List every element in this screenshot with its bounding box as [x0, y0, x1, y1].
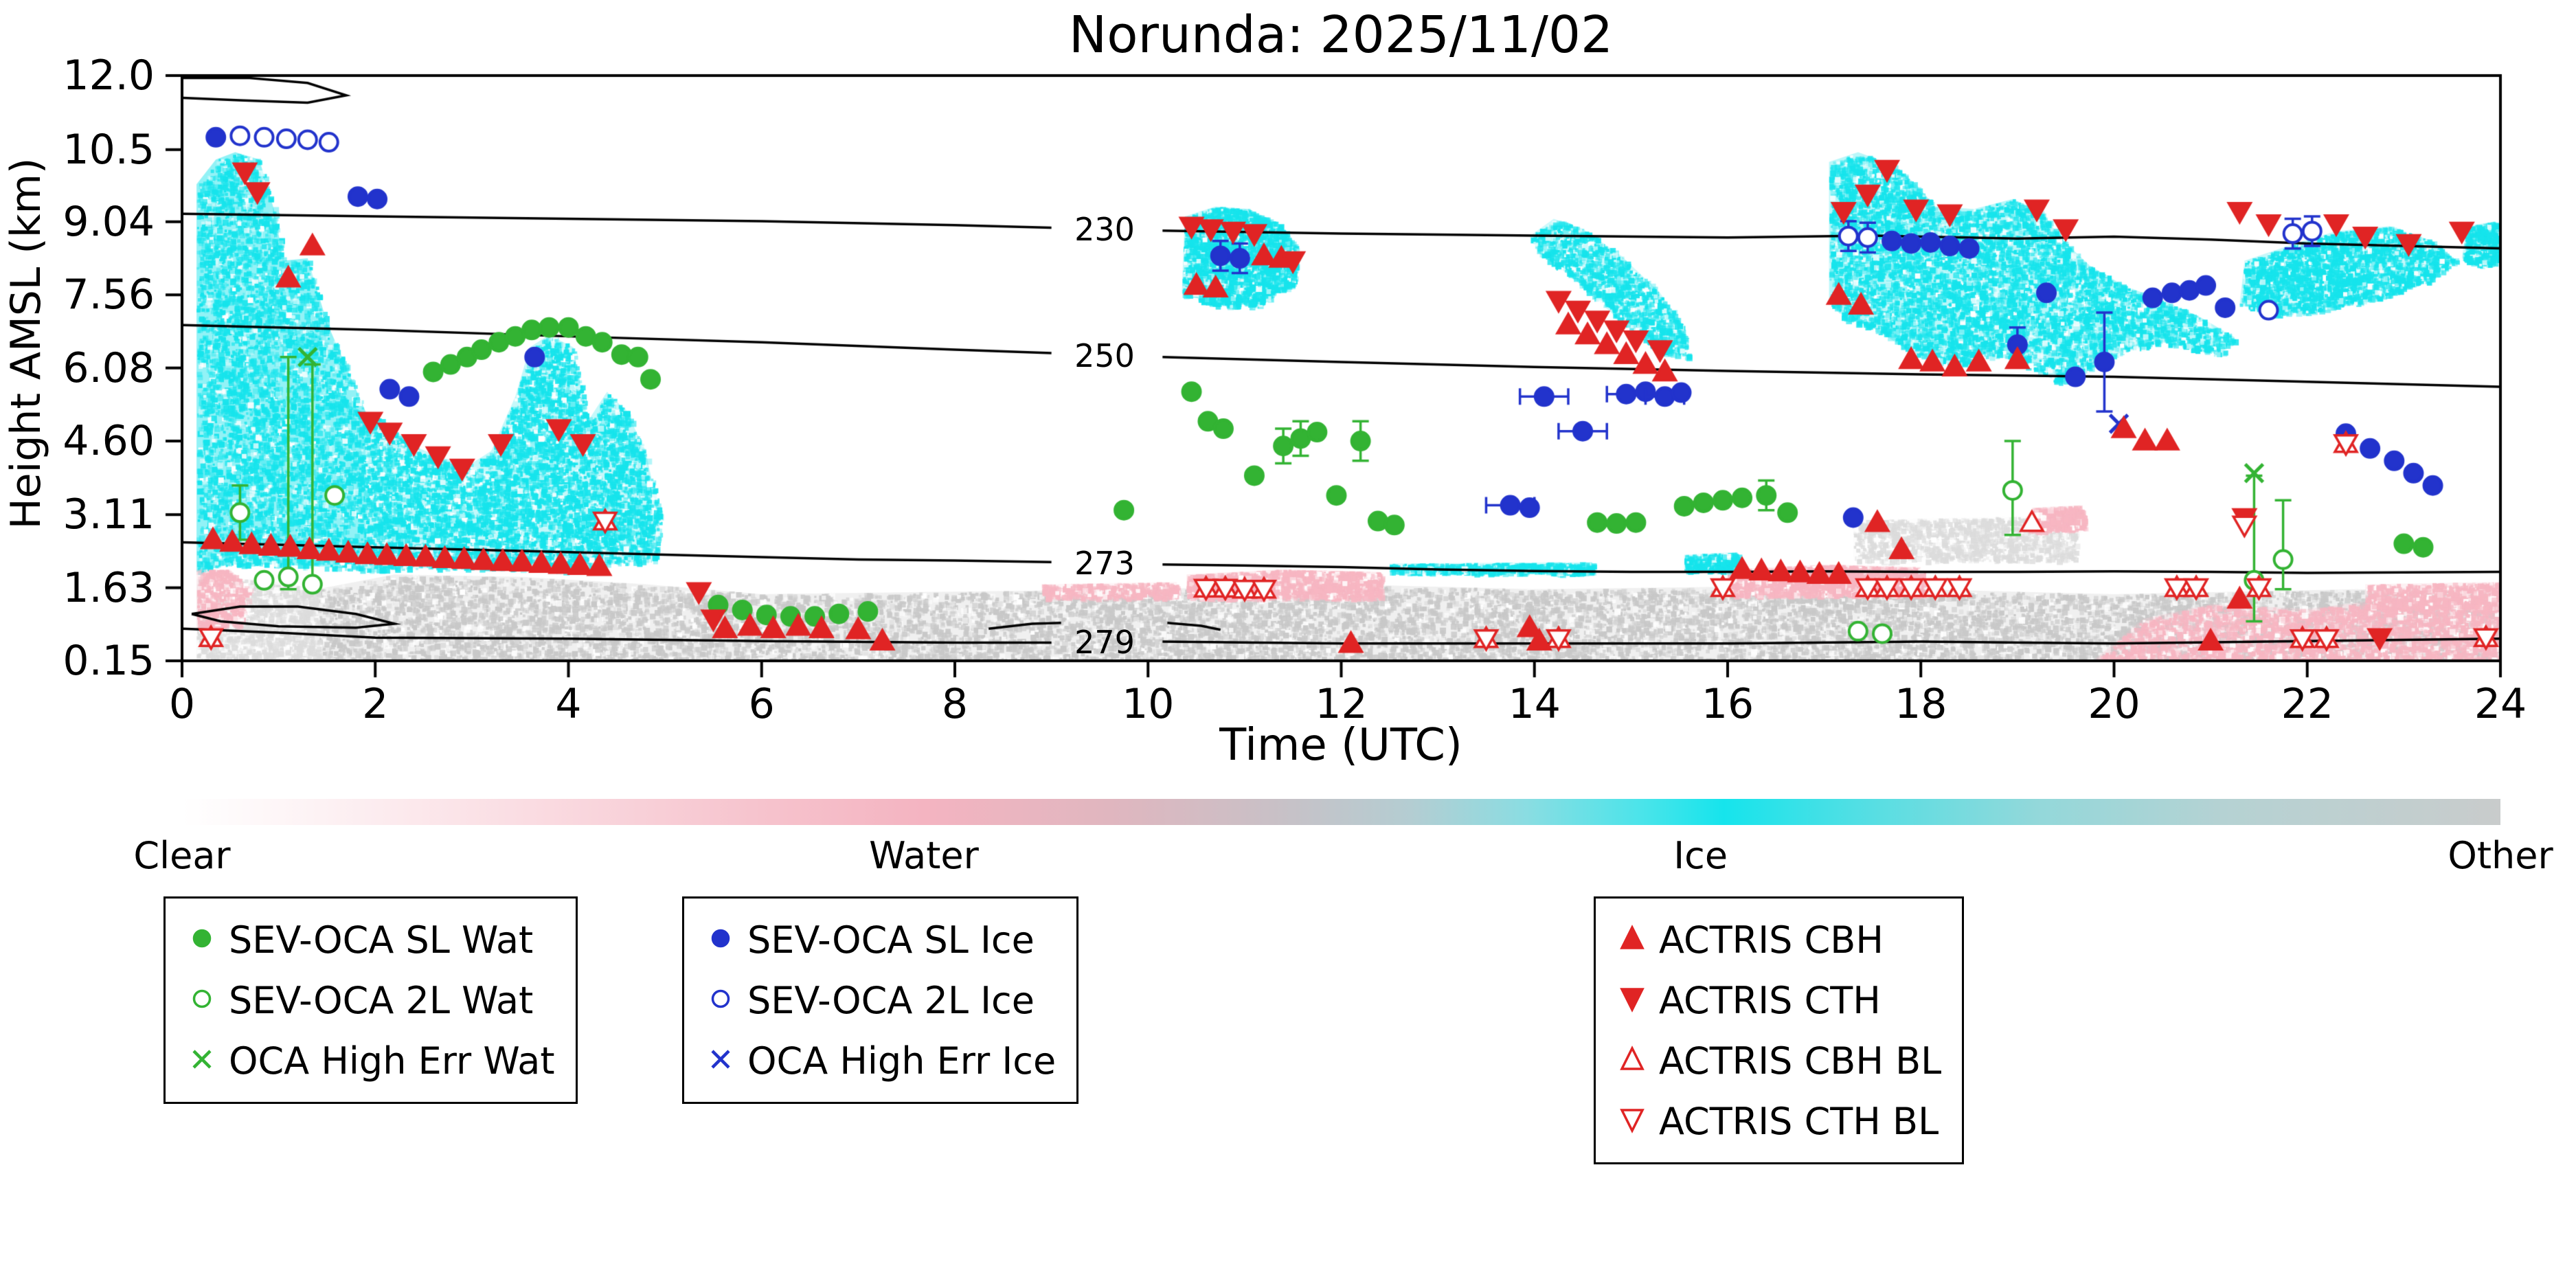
contour-label: 250 [1074, 337, 1135, 374]
x-tick-label: 4 [555, 680, 582, 728]
legend-entry-label: SEV-OCA SL Wat [229, 918, 534, 962]
contour-label: 230 [1074, 211, 1135, 249]
legend-entry-sev-oca-sl-ice: SEV-OCA SL Ice [705, 909, 1056, 970]
legend-entry-sev-oca-2l-wat: SEV-OCA 2L Wat [186, 970, 555, 1030]
circle-marker-icon [705, 983, 736, 1017]
colorbar-label-other: Other [2448, 834, 2553, 877]
legend-entry-label: ACTRIS CBH BL [1659, 1039, 1942, 1083]
colorbar-label-water: Water [869, 834, 979, 877]
x-tick-label: 12 [1315, 680, 1368, 728]
y-tick-label: 9.04 [63, 197, 155, 246]
legend-entry-actris-cbh-bl: ACTRIS CBH BL [1616, 1030, 1941, 1091]
triangle-down-marker-icon [1616, 1104, 1648, 1138]
y-tick-label: 10.5 [63, 125, 155, 174]
legend-box-actris: ACTRIS CBH ACTRIS CTH ACTRIS CBH BL ACTRIS … [1594, 896, 1965, 1164]
legend-entry-actris-cbh: ACTRIS CBH [1616, 909, 1941, 970]
legend-entry-label: SEV-OCA SL Ice [747, 918, 1035, 962]
x-tick-label: 20 [2088, 680, 2140, 728]
legend-entry-actris-cth-bl: ACTRIS CTH BL [1616, 1091, 1941, 1151]
legend-entry-actris-cth: ACTRIS CTH [1616, 970, 1941, 1030]
legend-entry-label: ACTRIS CBH [1659, 918, 1884, 962]
y-axis-label: Height AMSL (km) [2, 157, 50, 530]
legend-box-water: SEV-OCA SL Wat SEV-OCA 2L Wat OCA High Err… [163, 896, 578, 1104]
x-tick-label: 22 [2281, 680, 2334, 728]
circle-marker-icon [186, 983, 218, 1017]
legend-entry-label: ACTRIS CTH [1659, 978, 1881, 1022]
legend-entry-label: OCA High Err Ice [747, 1039, 1057, 1083]
x-tick-label: 24 [2474, 680, 2527, 728]
x-tick-label: 0 [168, 680, 196, 728]
x-tick-label: 18 [1895, 680, 1947, 728]
plot-canvas [0, 0, 2576, 762]
colorbar-label-clear: Clear [133, 834, 231, 877]
x-tick-label: 2 [362, 680, 389, 728]
chart-title: Norunda: 2025/11/02 [1068, 5, 1614, 65]
x-tick-label: 16 [1701, 680, 1754, 728]
y-tick-label: 3.11 [63, 490, 155, 539]
x-tick-label: 14 [1508, 680, 1561, 728]
x-axis-label: Time (UTC) [1219, 720, 1462, 771]
colorbar-gradient [182, 799, 2500, 825]
triangle-down-marker-icon [1616, 983, 1648, 1017]
legend-entry-oca-high-err-wat: OCA High Err Wat [186, 1030, 555, 1091]
x-marker-icon [186, 1043, 218, 1078]
y-tick-label: 1.63 [63, 563, 155, 612]
y-tick-label: 4.60 [63, 417, 155, 466]
x-tick-label: 6 [748, 680, 775, 728]
y-tick-label: 7.56 [63, 271, 155, 319]
triangle-up-marker-icon [1616, 1043, 1648, 1078]
x-marker-icon [705, 1043, 736, 1078]
x-tick-label: 8 [941, 680, 969, 728]
contour-label: 273 [1074, 545, 1135, 583]
circle-marker-icon [705, 923, 736, 957]
triangle-up-marker-icon [1616, 923, 1648, 957]
legend-entry-label: SEV-OCA 2L Ice [747, 978, 1035, 1022]
colorbar-label-ice: Ice [1673, 834, 1728, 877]
y-tick-label: 12.0 [63, 52, 155, 100]
legend-entry-label: SEV-OCA 2L Wat [229, 978, 534, 1022]
y-tick-label: 6.08 [63, 343, 155, 392]
legend-entry-sev-oca-2l-ice: SEV-OCA 2L Ice [705, 970, 1056, 1030]
legend-entry-label: OCA High Err Wat [229, 1039, 555, 1083]
y-tick-label: 0.15 [63, 637, 155, 685]
contour-label: 279 [1074, 623, 1135, 661]
legend-entry-label: ACTRIS CTH BL [1659, 1099, 1939, 1143]
legend-box-ice: SEV-OCA SL Ice SEV-OCA 2L Ice OCA High Err… [682, 896, 1079, 1104]
legend-entry-sev-oca-sl-wat: SEV-OCA SL Wat [186, 909, 555, 970]
legend-entry-oca-high-err-ice: OCA High Err Ice [705, 1030, 1056, 1091]
x-tick-label: 10 [1122, 680, 1175, 728]
circle-marker-icon [186, 923, 218, 957]
